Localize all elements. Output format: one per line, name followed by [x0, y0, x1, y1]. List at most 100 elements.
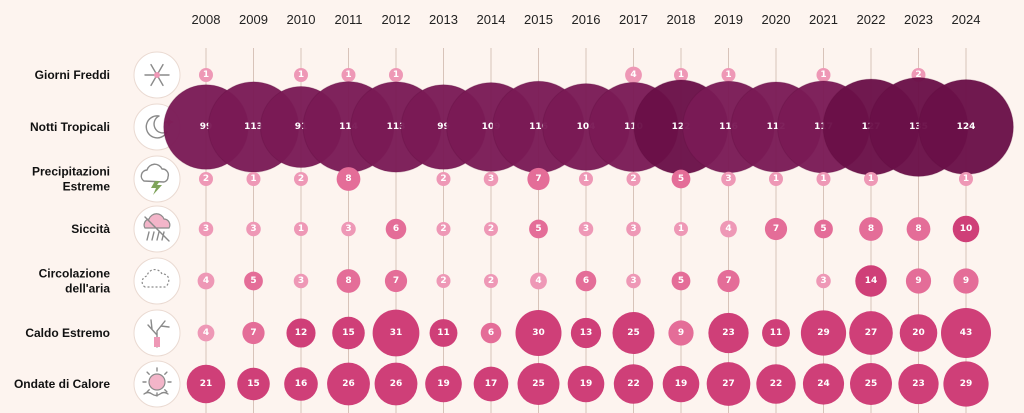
bubble-value: 116 — [719, 122, 738, 132]
bubble-value: 5 — [678, 276, 684, 286]
bubble-mark — [578, 221, 594, 237]
bubble-value: 1 — [298, 70, 304, 80]
year-label-2021: 2021 — [809, 12, 838, 27]
bubble-value: 19 — [580, 379, 593, 389]
bubble-mark — [671, 271, 691, 291]
bubble-mark — [529, 219, 548, 239]
bubble-ondate-di-calore-2023: 23 — [898, 363, 939, 405]
bubble-precipitazioni-estreme-2015: 7 — [527, 167, 550, 191]
bubble-mark — [721, 68, 736, 82]
bubble-mark — [864, 172, 878, 186]
bubble-circolazione-dell-aria-2023: 9 — [905, 268, 932, 294]
bubble-value: 113 — [387, 122, 406, 132]
bubble-value: 109 — [482, 122, 501, 132]
bubble-mark — [626, 273, 641, 289]
bubble-siccit-2013: 2 — [436, 222, 451, 236]
bubble-value: 2 — [488, 276, 494, 286]
bubble-mark — [769, 172, 783, 186]
bubble-siccit-2018: 1 — [674, 222, 688, 236]
bubble-mark — [294, 68, 308, 82]
bubble-value: 1 — [298, 224, 304, 234]
bubble-circolazione-dell-aria-2022: 14 — [855, 265, 887, 297]
bubble-value: 1 — [868, 174, 874, 184]
bubble-value: 25 — [865, 379, 878, 389]
dry-tree-icon — [133, 309, 181, 357]
bubble-mark — [816, 68, 831, 82]
bubble-ondate-di-calore-2019: 27 — [706, 362, 751, 406]
bubble-value: 7 — [773, 224, 779, 234]
bubble-mark — [484, 222, 498, 236]
bubble-value: 10 — [960, 224, 973, 234]
bubble-siccit-2024: 10 — [952, 215, 980, 243]
bubble-precipitazioni-estreme-2011: 8 — [336, 167, 361, 191]
bubble-mark — [244, 271, 263, 291]
bubble-ondate-di-calore-2009: 15 — [237, 367, 270, 401]
bubble-mark — [625, 66, 642, 84]
bubble-value: 6 — [393, 224, 399, 234]
bubble-value: 135 — [909, 122, 928, 132]
bubble-value: 13 — [580, 328, 593, 338]
bubble-value: 2 — [203, 174, 209, 184]
year-label-2008: 2008 — [192, 12, 221, 27]
bubble-mark — [293, 273, 309, 289]
year-label-2024: 2024 — [952, 12, 981, 27]
bubble-value: 3 — [250, 224, 256, 234]
bubble-circolazione-dell-aria-2014: 2 — [484, 274, 498, 288]
row-label-caldo-estremo: Caldo Estremo — [25, 326, 110, 340]
bubble-ondate-di-calore-2014: 17 — [473, 366, 509, 402]
bubble-mark — [436, 172, 451, 186]
bubble-value: 8 — [915, 224, 921, 234]
bubble-caldo-estremo-2021: 29 — [800, 310, 847, 356]
bubble-value: 2 — [440, 174, 446, 184]
bubble-mark — [515, 309, 562, 357]
bubble-mark — [762, 319, 790, 347]
bubble-ondate-di-calore-2018: 19 — [662, 365, 700, 403]
bubble-mark — [332, 316, 365, 350]
bubble-mark — [237, 367, 270, 401]
bubble-giorni-freddi-2021: 1 — [816, 68, 831, 82]
bubble-siccit-2012: 6 — [385, 218, 407, 240]
bubble-caldo-estremo-2018: 9 — [668, 320, 694, 346]
bubble-value: 5 — [250, 276, 256, 286]
bubble-value: 7 — [725, 276, 731, 286]
bubble-ondate-di-calore-2021: 24 — [802, 363, 845, 405]
bubble-ondate-di-calore-2008: 21 — [186, 364, 226, 404]
bubble-giorni-freddi-2017: 4 — [625, 66, 642, 84]
bubble-value: 5 — [820, 224, 826, 234]
row-label-siccit: Siccità — [71, 222, 110, 236]
bubble-giorni-freddi-2019: 1 — [721, 68, 736, 82]
bubble-value: 25 — [532, 379, 545, 389]
bubble-mark — [943, 361, 989, 407]
bubble-circolazione-dell-aria-2008: 4 — [197, 272, 215, 290]
bubble-ondate-di-calore-2022: 25 — [850, 363, 892, 405]
bubble-value: 26 — [390, 379, 403, 389]
bubble-mark — [756, 364, 796, 404]
bubble-value: 114 — [339, 122, 358, 132]
bubble-value: 17 — [485, 379, 498, 389]
bubble-giorni-freddi-2012: 1 — [389, 68, 403, 82]
bubble-caldo-estremo-2013: 11 — [429, 319, 458, 347]
bubble-value: 15 — [247, 379, 260, 389]
bubble-mark — [341, 68, 356, 82]
bubble-mark — [575, 270, 597, 292]
bubble-siccit-2021: 5 — [814, 219, 833, 239]
bubble-mark — [905, 268, 932, 294]
bubble-value: 4 — [535, 276, 541, 286]
bubble-value: 7 — [250, 328, 256, 338]
bubble-value: 1 — [583, 174, 589, 184]
bubble-value: 1 — [963, 174, 969, 184]
bubble-precipitazioni-estreme-2020: 1 — [769, 172, 783, 186]
bubble-precipitazioni-estreme-2016: 1 — [579, 172, 593, 186]
bubble-caldo-estremo-2024: 43 — [941, 308, 991, 358]
bubble-value: 7 — [535, 174, 541, 184]
bubble-value: 26 — [342, 379, 355, 389]
row-label-precipitazioni-estreme: Precipitazioni Estreme — [32, 165, 110, 194]
bubble-mark — [199, 68, 213, 82]
bubble-mark — [484, 274, 498, 288]
bubble-value: 43 — [960, 328, 973, 338]
bubble-mark — [197, 324, 215, 342]
bubble-value: 2 — [915, 70, 921, 80]
bubble-caldo-estremo-2017: 25 — [612, 312, 655, 354]
bubble-mark — [246, 221, 261, 237]
bubble-mark — [473, 366, 509, 402]
